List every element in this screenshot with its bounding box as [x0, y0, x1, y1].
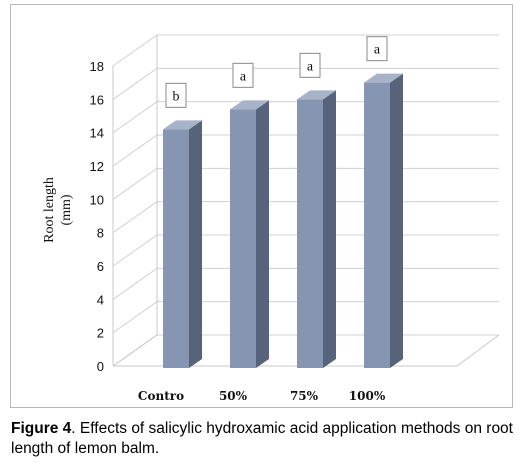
bar-top-face	[163, 120, 202, 130]
y-axis-title-line: (mm)	[59, 194, 74, 225]
bar-front-face	[230, 109, 256, 368]
bar-top-face	[230, 100, 269, 110]
significance-label: a	[232, 62, 254, 88]
x-category-label: 100%	[349, 389, 386, 403]
y-tick-label: 16	[90, 92, 104, 107]
figure-caption-text: . Effects of salicylic hydroxamic acid a…	[11, 420, 513, 457]
bar-layer	[163, 73, 403, 369]
significance-letter: a	[374, 43, 381, 58]
y-tick-label: 0	[97, 359, 104, 374]
significance-letter: a	[240, 69, 247, 84]
significance-label: a	[299, 52, 321, 78]
bar	[163, 120, 202, 368]
bar	[230, 100, 269, 368]
significance-box	[232, 62, 254, 88]
y-tick-label: 2	[97, 326, 104, 341]
significance-label: a	[366, 36, 388, 62]
y-axis-title: Root length (mm)	[42, 177, 74, 243]
x-category-label: 75%	[290, 389, 319, 403]
bar-front-face	[297, 99, 323, 368]
y-axis-title-line: Root length	[42, 177, 57, 243]
bar-side-face	[256, 100, 269, 368]
significance-box	[165, 82, 187, 108]
bar-side-face	[323, 90, 336, 368]
floor-right-edge	[456, 334, 500, 367]
significance-box	[366, 36, 388, 62]
bar-top-face	[364, 73, 403, 83]
chart-frame: 0 2 4 6 8 10 12 14 16 18 b Contro a 50% a 75% a 100% Root…	[10, 4, 513, 408]
figure-label: Figure 4	[11, 420, 72, 437]
y-tick-label: 6	[97, 259, 104, 274]
bar-side-face	[189, 120, 202, 368]
y-tick-label: 4	[97, 292, 104, 307]
figure-caption: Figure 4. Effects of salicylic hydroxami…	[11, 419, 513, 459]
label-layer: 0 2 4 6 8 10 12 14 16 18 b Contro a 50% a 75% a 100%	[90, 36, 388, 403]
significance-label: b	[165, 82, 187, 108]
significance-letter: a	[307, 59, 314, 74]
y-tick-label: 14	[90, 126, 104, 141]
bar	[297, 90, 336, 368]
bar-top-face	[297, 90, 336, 100]
significance-letter: b	[173, 89, 180, 104]
y-tick-label: 18	[90, 59, 104, 74]
y-tick-label: 10	[90, 192, 104, 207]
floor-left-edge	[112, 334, 158, 367]
bar-side-face	[390, 73, 403, 369]
y-tick-label: 12	[90, 159, 104, 174]
x-category-label: Contro	[138, 389, 184, 403]
bar-front-face	[163, 129, 189, 368]
bar-front-face	[364, 82, 390, 369]
x-category-label: 50%	[219, 389, 248, 403]
bar	[364, 73, 403, 369]
significance-box	[299, 52, 321, 78]
y-tick-label: 8	[97, 226, 104, 241]
root-length-bar-chart: 0 2 4 6 8 10 12 14 16 18 b Contro a 50% a 75% a 100% Root…	[42, 34, 500, 403]
